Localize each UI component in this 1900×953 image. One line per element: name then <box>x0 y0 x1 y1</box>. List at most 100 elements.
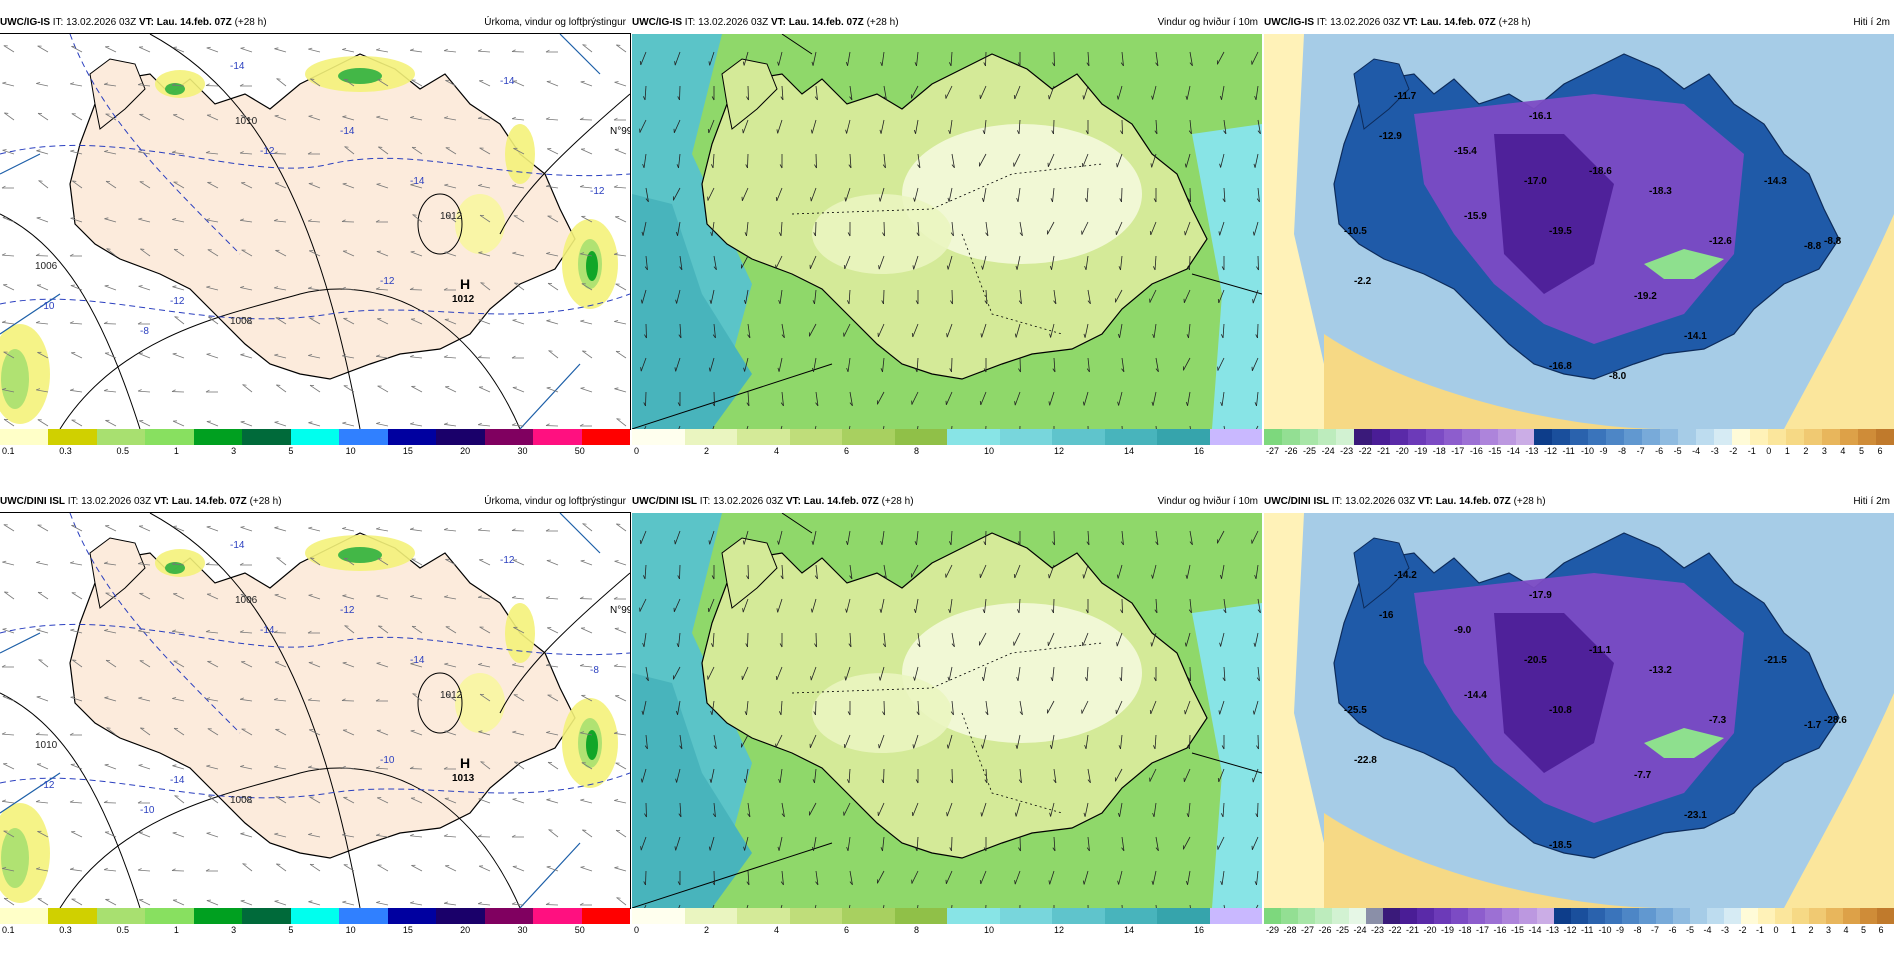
contour-label: -12 <box>260 146 275 157</box>
colorbar-swatch <box>582 908 630 924</box>
contour-label: -12 <box>40 780 55 791</box>
wind-panel-ig-is: UWC/IG-IS IT: 13.02.2026 03Z VT: Lau. 14… <box>632 14 1262 474</box>
colorbar-tick-label: -1 <box>1756 925 1764 935</box>
init-time: IT: 13.02.2026 03Z <box>68 496 151 507</box>
colorbar-swatch <box>632 429 685 445</box>
map-canvas[interactable] <box>632 34 1262 429</box>
high-pressure-value: 1012 <box>452 294 475 305</box>
colorbar-tick-label: -25 <box>1336 925 1349 935</box>
lead-time: (+28 h) <box>1514 496 1546 507</box>
colorbar-tick-label: 0 <box>1766 446 1771 456</box>
map-canvas[interactable]: 1006100810101012-14-12-14-14-12-10-10-14… <box>0 513 630 908</box>
colorbar <box>632 908 1262 924</box>
colorbar-swatch <box>1758 908 1775 924</box>
colorbar-tick-label: 1 <box>174 925 179 935</box>
colorbar-tick-label: 16 <box>1194 446 1204 456</box>
colorbar-tick-label: 1 <box>1791 925 1796 935</box>
temperature-label: -15.9 <box>1464 211 1487 222</box>
colorbar-tick-label: -22 <box>1389 925 1402 935</box>
colorbar-tick-label: -8 <box>1618 446 1626 456</box>
colorbar <box>632 429 1262 445</box>
panel-header: UWC/IG-IS IT: 13.02.2026 03Z VT: Lau. 14… <box>632 14 1262 32</box>
colorbar-swatch <box>1570 429 1588 445</box>
temperature-label: -7.3 <box>1709 715 1727 726</box>
colorbar-swatch <box>533 429 581 445</box>
colorbar-tick-label: 1 <box>1785 446 1790 456</box>
colorbar-tick-label: 6 <box>844 446 849 456</box>
colorbar-tick-label: 20 <box>460 925 470 935</box>
panel-header: UWC/DINI ISL IT: 13.02.2026 03Z VT: Lau.… <box>1264 493 1894 511</box>
map-canvas[interactable]: 1010100810061012-14-14-12-12-10-8-12-14-… <box>0 34 630 429</box>
map-canvas[interactable] <box>632 513 1262 908</box>
contour-label: 1006 <box>235 595 258 606</box>
colorbar-swatch <box>1372 429 1390 445</box>
model-source: UWC/DINI ISL <box>632 496 697 507</box>
contour-label: -14 <box>410 176 425 187</box>
colorbar-swatch <box>1877 908 1894 924</box>
temp-panel-ig-is: UWC/IG-IS IT: 13.02.2026 03Z VT: Lau. 14… <box>1264 14 1894 474</box>
temperature-label: -23.1 <box>1684 810 1707 821</box>
precip-panel-dini-isl: UWC/DINI ISL IT: 13.02.2026 03Z VT: Lau.… <box>0 493 630 953</box>
colorbar-swatch <box>48 908 96 924</box>
temperature-label: -20.5 <box>1524 655 1547 666</box>
colorbar-swatch <box>1157 429 1210 445</box>
precip-panel-ig-is: UWC/IG-IS IT: 13.02.2026 03Z VT: Lau. 14… <box>0 14 630 474</box>
colorbar-tick-label: -22 <box>1359 446 1372 456</box>
colorbar-swatch <box>1822 429 1840 445</box>
map-area[interactable]: -11.7-12.9-15.4-16.1-17.0-18.6-18.3-14.3… <box>1264 34 1894 429</box>
colorbar-swatch <box>1300 429 1318 445</box>
map-canvas[interactable]: -11.7-12.9-15.4-16.1-17.0-18.6-18.3-14.3… <box>1264 34 1894 429</box>
colorbar-tick-label: -7 <box>1637 446 1645 456</box>
map-area[interactable] <box>632 513 1262 908</box>
temp-panel-dini-isl: UWC/DINI ISL IT: 13.02.2026 03Z VT: Lau.… <box>1264 493 1894 953</box>
colorbar-tick-label: 0.1 <box>2 925 15 935</box>
colorbar-tick-label: -24 <box>1354 925 1367 935</box>
colorbar-tick-label: 8 <box>914 446 919 456</box>
colorbar-tick-label: 0 <box>634 925 639 935</box>
valid-time: VT: Lau. 14.feb. 07Z <box>786 496 879 507</box>
init-time: IT: 13.02.2026 03Z <box>1317 17 1400 28</box>
colorbar-tick-label: 0.3 <box>59 925 72 935</box>
colorbar-swatch <box>1732 429 1750 445</box>
panel-header: UWC/IG-IS IT: 13.02.2026 03Z VT: Lau. 14… <box>0 14 630 32</box>
colorbar-swatch <box>1462 429 1480 445</box>
contour-label: 1010 <box>235 116 258 127</box>
colorbar-tick-label: 3 <box>1826 925 1831 935</box>
colorbar-swatch <box>0 908 48 924</box>
temperature-label: -9.0 <box>1454 625 1472 636</box>
map-canvas[interactable]: -14.2-16-9.0-17.9-20.5-11.1-13.2-21.5-14… <box>1264 513 1894 908</box>
colorbar-tick-label: -14 <box>1507 446 1520 456</box>
colorbar-tick-label: 2 <box>704 446 709 456</box>
colorbar-tick-label: -27 <box>1266 446 1279 456</box>
colorbar-swatch <box>895 429 948 445</box>
colorbar-tick-label: 10 <box>346 446 356 456</box>
colorbar-tick-label: -1 <box>1748 446 1756 456</box>
colorbar-swatch <box>1605 908 1622 924</box>
lead-time: (+28 h) <box>867 17 899 28</box>
panel-title: Vindur og hviður í 10m <box>1158 14 1258 32</box>
colorbar-swatch <box>1786 429 1804 445</box>
temperature-label: -14.2 <box>1394 570 1417 581</box>
colorbar-tick-label: 5 <box>1859 446 1864 456</box>
colorbar-tick-label: 0 <box>634 446 639 456</box>
map-area[interactable] <box>632 34 1262 429</box>
colorbar-swatch <box>1315 908 1332 924</box>
colorbar-swatch <box>1498 429 1516 445</box>
colorbar-swatch <box>1210 429 1263 445</box>
colorbar-tick-label: 0 <box>1774 925 1779 935</box>
colorbar-tick-label: -2 <box>1729 446 1737 456</box>
valid-time: VT: Lau. 14.feb. 07Z <box>154 496 247 507</box>
colorbar-tick-label: -15 <box>1488 446 1501 456</box>
colorbar-labels: -29-28-27-26-25-24-23-22-21-20-19-18-17-… <box>1264 925 1894 937</box>
colorbar-swatch <box>790 908 843 924</box>
colorbar-swatch <box>242 429 290 445</box>
model-source: UWC/IG-IS <box>0 17 50 28</box>
map-area[interactable]: -14.2-16-9.0-17.9-20.5-11.1-13.2-21.5-14… <box>1264 513 1894 908</box>
colorbar-tick-label: 3 <box>231 446 236 456</box>
temperature-label: -18.3 <box>1649 186 1672 197</box>
